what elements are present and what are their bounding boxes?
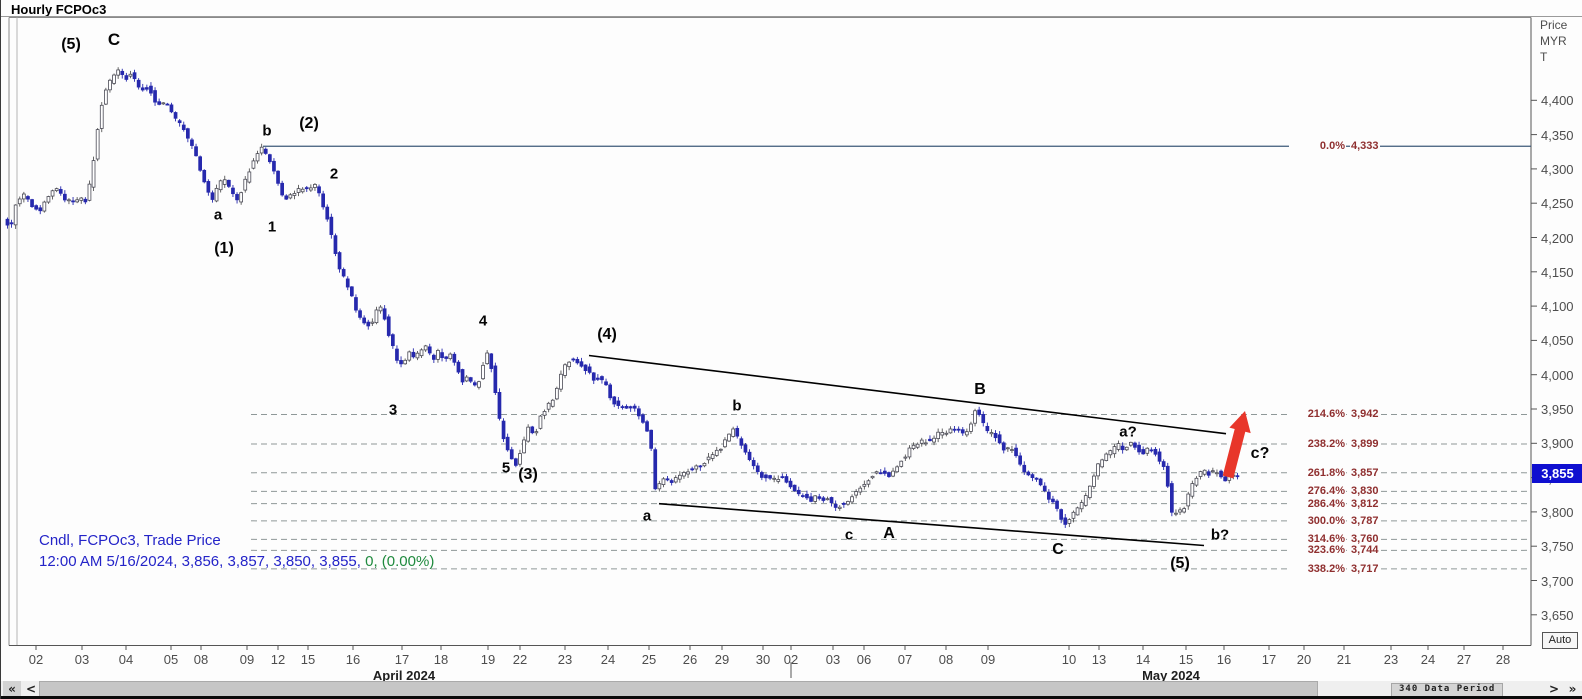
legend-quote-line: 12:00 AM 5/16/2024, 3,856, 3,857, 3,850,… [39,551,434,572]
legend: Cndl, FCPOc3, Trade Price 12:00 AM 5/16/… [39,530,434,572]
scroll-first-button[interactable]: « [3,681,21,697]
scroll-prev-button[interactable]: < [23,681,39,697]
chart-frame [1,16,1582,646]
legend-series-line: Cndl, FCPOc3, Trade Price [39,532,221,549]
chart-title: Hourly FCPOc3 [11,2,107,17]
current-price-badge: 3,855 [1532,464,1582,483]
axis-ticks [35,99,1537,678]
candles [5,67,1240,528]
legend-quote-change: 0, (0.00%) [365,553,435,570]
window-bottom-bar [1,696,1582,699]
data-period-label: 340 Data Period [1391,683,1504,697]
price-axis-unit-line: MYR [1540,34,1567,48]
scroll-next-button[interactable]: > [1546,681,1562,697]
price-axis-unit-line: T [1540,50,1548,64]
scroll-last-button[interactable]: » [1563,681,1582,697]
time-scrollbar[interactable]: « < 340 Data Period > » [1,681,1582,697]
scrollbar-thumb[interactable] [39,681,1318,697]
trendlines [588,354,1227,547]
up-arrow-annotation [1222,411,1251,479]
legend-quote-values: 12:00 AM 5/16/2024, 3,856, 3,857, 3,850,… [39,553,366,570]
price-axis-unit: Price MYR T [1540,17,1567,65]
price-axis-unit-line: Price [1540,18,1568,32]
auto-scale-button[interactable]: Auto [1542,632,1578,649]
